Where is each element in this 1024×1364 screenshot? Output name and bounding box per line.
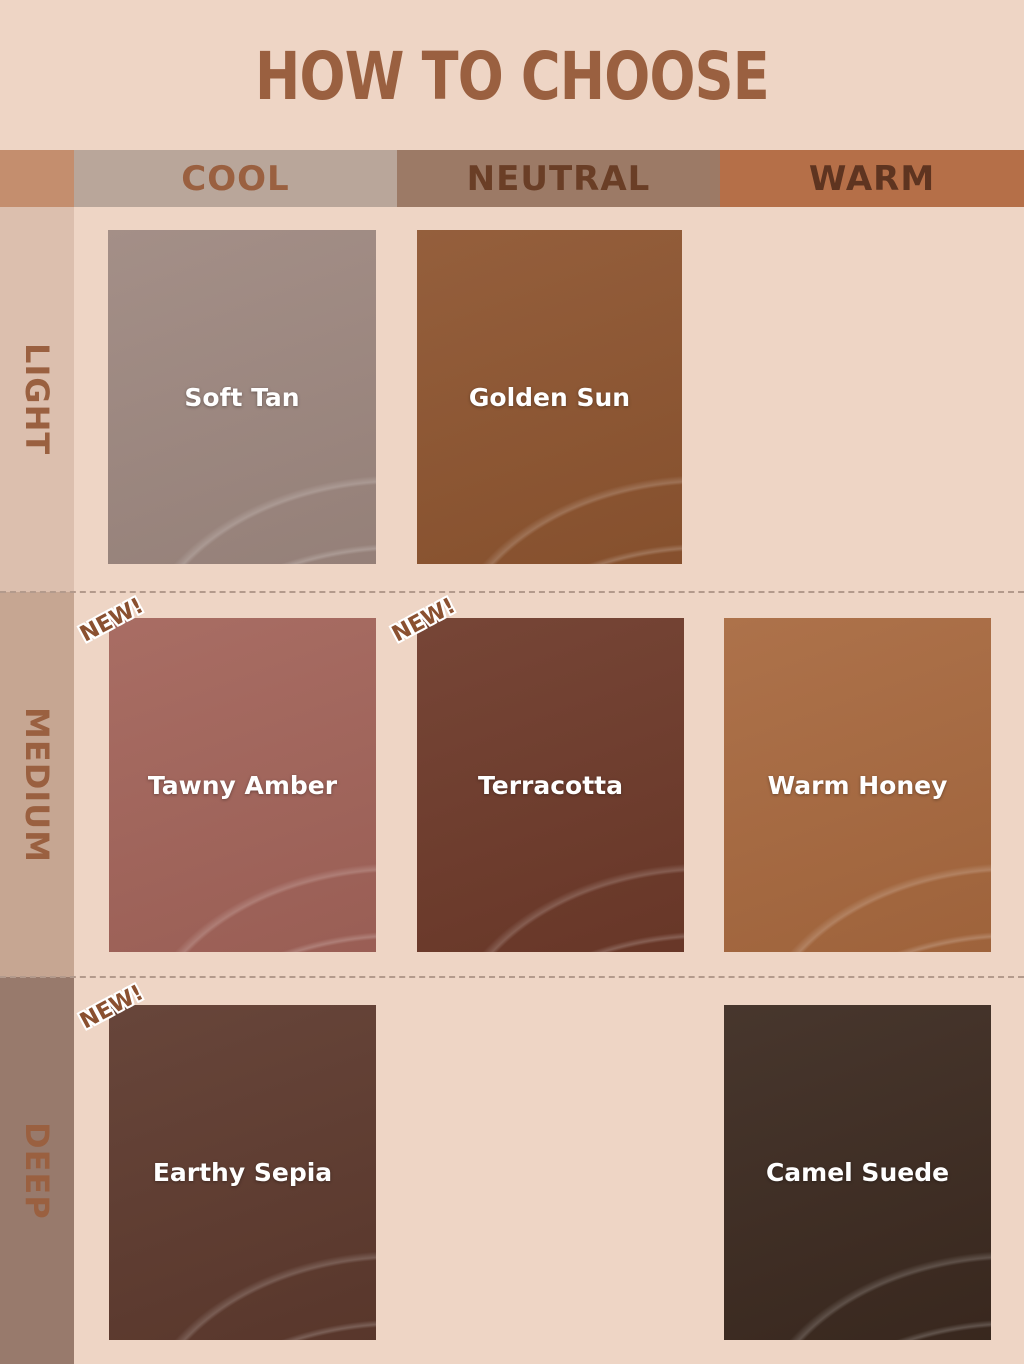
shade-name: Camel Suede (765, 1158, 950, 1187)
swatch-golden-sun[interactable]: Golden Sun (417, 230, 682, 564)
row-label-light: LIGHT (18, 343, 56, 456)
row-divider (0, 591, 1024, 593)
row-header-deep: DEEP (0, 977, 74, 1364)
column-header-cool: COOL (74, 150, 397, 207)
row-header-medium: MEDIUM (0, 592, 74, 977)
swatch-warm-honey[interactable]: Warm Honey (724, 618, 991, 952)
page-title: HOW TO CHOOSE (255, 38, 770, 115)
swatch-soft-tan[interactable]: Soft Tan (108, 230, 376, 564)
swatch-tawny-amber[interactable]: Tawny Amber (109, 618, 376, 952)
swatch-camel-suede[interactable]: Camel Suede (724, 1005, 991, 1340)
shade-name: Soft Tan (184, 382, 300, 412)
row-label-deep: DEEP (18, 1121, 56, 1220)
row-header-light: LIGHT (0, 207, 74, 592)
shade-name: Golden Sun (468, 382, 631, 412)
shade-name: Warm Honey (767, 770, 948, 800)
swatch-earthy-sepia[interactable]: Earthy Sepia (109, 1005, 376, 1340)
shade-name: Earthy Sepia (152, 1158, 333, 1187)
shade-name: Terracotta (478, 770, 623, 800)
column-header-neutral: NEUTRAL (397, 150, 720, 207)
row-divider (0, 976, 1024, 978)
header-corner (0, 150, 74, 207)
shade-name: Tawny Amber (147, 770, 338, 800)
row-label-medium: MEDIUM (18, 706, 56, 863)
swatch-terracotta[interactable]: Terracotta (417, 618, 684, 952)
column-header-warm: WARM (720, 150, 1024, 207)
